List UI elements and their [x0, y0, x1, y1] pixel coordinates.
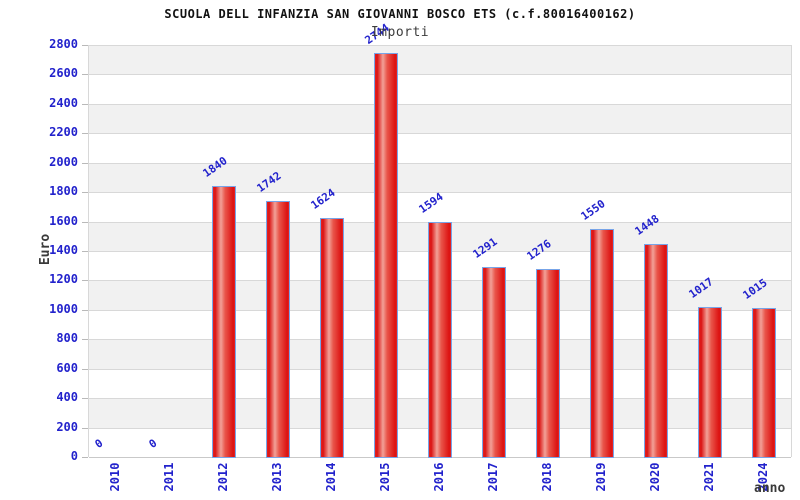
x-tick-label: 2019 [594, 462, 608, 492]
y-tick-mark [82, 162, 88, 164]
y-tick-mark [82, 221, 88, 223]
y-tick-mark [82, 74, 88, 76]
y-tick-label: 1600 [49, 213, 78, 228]
bar-2013 [266, 200, 290, 458]
gridline [89, 162, 791, 164]
y-tick-label: 800 [56, 331, 78, 346]
plot-band [89, 133, 791, 163]
x-axis-title: anno [754, 481, 786, 496]
chart-title: SCUOLA DELL INFANZIA SAN GIOVANNI BOSCO … [164, 7, 636, 21]
plot-band [89, 192, 791, 222]
plot-band [89, 162, 791, 193]
x-tick-label: 2011 [162, 462, 176, 492]
gridline [89, 74, 791, 76]
plot-band [89, 103, 791, 134]
y-axis-title: Euro [38, 233, 54, 266]
x-tick-label: 2014 [324, 462, 338, 492]
bar-2021 [698, 307, 722, 458]
x-tick-label: 2010 [108, 462, 122, 492]
bar-2014 [320, 218, 344, 458]
y-tick-mark [82, 339, 88, 341]
y-tick-mark [82, 103, 88, 105]
bar-2012 [212, 186, 236, 458]
x-tick-label: 2017 [486, 462, 500, 492]
x-tick-label: 2013 [270, 462, 284, 492]
x-tick-label: 2016 [432, 462, 446, 492]
bar-2024 [752, 307, 776, 458]
plot-area [88, 45, 792, 458]
y-tick-label: 0 [70, 449, 78, 463]
x-tick-label: 2015 [378, 462, 392, 492]
y-tick-mark [82, 457, 88, 458]
y-tick-label: 2800 [49, 37, 78, 51]
y-tick-label: 200 [56, 419, 78, 434]
y-tick-label: 400 [56, 390, 78, 405]
y-tick-mark [82, 398, 88, 400]
y-tick-mark [82, 133, 88, 135]
y-tick-label: 600 [56, 360, 78, 375]
bar-2016 [428, 222, 452, 458]
plot-band [89, 74, 791, 104]
bar-2019 [590, 228, 614, 458]
gridline [89, 133, 791, 135]
y-tick-label: 2200 [49, 125, 78, 140]
y-tick-mark [82, 368, 88, 370]
x-tick-label: 2018 [540, 462, 554, 492]
bar-2015 [374, 53, 398, 458]
y-tick-label: 2600 [49, 66, 78, 81]
y-tick-label: 1400 [49, 243, 78, 257]
y-tick-label: 1000 [49, 301, 78, 316]
gridline [89, 45, 791, 46]
y-tick-mark [82, 280, 88, 282]
x-tick-label: 2021 [702, 462, 716, 492]
gridline [89, 192, 791, 194]
bar-2017 [482, 267, 506, 458]
y-tick-mark [82, 309, 88, 311]
y-tick-mark [82, 192, 88, 194]
bar-2018 [536, 269, 560, 458]
y-tick-label: 2000 [49, 154, 78, 169]
y-tick-mark [82, 427, 88, 429]
bar-2020 [644, 243, 668, 458]
x-tick-label: 2012 [216, 462, 230, 492]
plot-band [89, 45, 791, 75]
x-tick-label: 2020 [648, 462, 662, 492]
y-tick-label: 1200 [49, 272, 78, 287]
gridline [89, 221, 791, 223]
y-tick-label: 1800 [49, 184, 78, 199]
chart-subtitle: Importi [370, 25, 430, 40]
y-tick-mark [82, 251, 88, 252]
y-tick-label: 2400 [49, 95, 78, 110]
y-tick-mark [82, 45, 88, 46]
gridline [89, 103, 791, 105]
